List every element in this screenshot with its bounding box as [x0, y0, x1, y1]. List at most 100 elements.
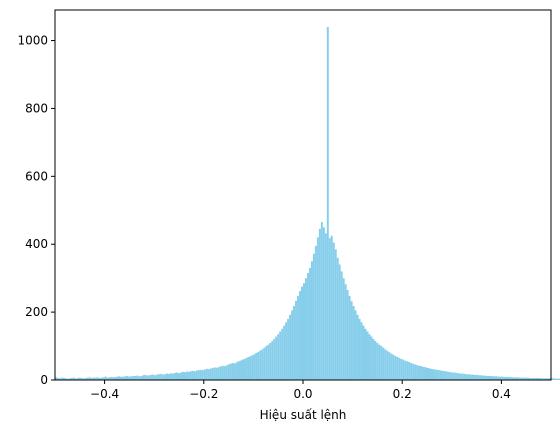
histogram-bar [543, 378, 546, 380]
histogram-bar [386, 350, 389, 380]
histogram-bar [70, 377, 73, 380]
x-axis-label: Hiệu suất lệnh [260, 408, 347, 422]
histogram-bar [515, 377, 518, 380]
histogram-bar [429, 368, 432, 380]
histogram-bar [259, 350, 262, 380]
histogram-bar [396, 356, 399, 380]
histogram-bar [533, 377, 536, 380]
histogram-bar [253, 354, 256, 380]
histogram-bar [205, 368, 208, 380]
histogram-bar [459, 373, 462, 380]
histogram-bar [94, 377, 97, 380]
y-tick-label: 200 [25, 305, 48, 319]
histogram-bar [382, 347, 385, 380]
histogram-bar [299, 291, 302, 380]
histogram-bar [74, 378, 77, 380]
histogram-bar [118, 376, 121, 380]
histogram-bar [497, 376, 500, 380]
histogram-bar [90, 377, 93, 380]
histogram-bar [219, 366, 222, 380]
histogram-bar [306, 273, 309, 380]
histogram-bar [138, 376, 141, 380]
histogram-bar [207, 369, 210, 380]
histogram-bar [257, 351, 260, 380]
histogram-bar [324, 233, 327, 380]
histogram-bar [227, 364, 230, 380]
histogram-bar [265, 346, 268, 380]
histogram-bar [170, 373, 173, 380]
histogram-bar [178, 373, 180, 380]
histogram-bar [471, 374, 474, 380]
y-tick-label: 0 [40, 373, 48, 387]
histogram-bar [176, 372, 178, 380]
histogram-bar [108, 377, 111, 380]
histogram-bar [465, 374, 468, 380]
histogram-bar [80, 377, 83, 380]
histogram-bar [146, 375, 149, 380]
histogram-bar [217, 367, 220, 380]
histogram-bar [66, 378, 69, 380]
histogram-bar [235, 362, 238, 380]
histogram-bar [289, 314, 292, 380]
histogram-bar [344, 284, 347, 380]
histogram-bar [247, 356, 250, 380]
histogram-bar [485, 375, 488, 380]
histogram-bar [491, 376, 494, 380]
histogram-bar [360, 322, 363, 380]
histogram-bar [174, 372, 177, 380]
histogram-bar [150, 374, 153, 380]
histogram-bar [525, 377, 528, 380]
histogram-bar [416, 365, 419, 380]
histogram-bar [199, 369, 202, 380]
histogram-bar [523, 377, 526, 380]
histogram-bar [277, 334, 280, 380]
histogram-bar [370, 336, 373, 380]
histogram-bar [453, 372, 456, 380]
histogram-bar [531, 377, 534, 380]
histogram-bar [310, 261, 313, 380]
x-tick-label: 0.0 [293, 387, 312, 401]
histogram-bar [193, 371, 196, 380]
histogram-bar [414, 364, 417, 380]
histogram-bar [390, 353, 393, 380]
histogram-bar [116, 376, 119, 380]
histogram-bar [183, 372, 186, 380]
histogram-bar [58, 378, 61, 380]
x-tick-label: −0.2 [189, 387, 218, 401]
histogram-bar [314, 245, 317, 380]
histogram-bar [88, 377, 91, 380]
histogram-bar [364, 328, 367, 380]
histogram-bar [503, 376, 506, 380]
histogram-bar [426, 367, 428, 380]
histogram-bar [291, 310, 294, 380]
histogram-bar [552, 378, 555, 380]
histogram-bar [439, 370, 442, 380]
histogram-bar [517, 377, 520, 380]
histogram-bar [469, 374, 472, 380]
histogram-bar [461, 373, 464, 380]
histogram-bar [229, 363, 232, 380]
histogram-bar [225, 365, 228, 380]
histogram-bar [481, 375, 484, 380]
histogram-bar [527, 377, 530, 380]
y-axis-ticks: 0 200 400 600 800 1000 [17, 34, 55, 387]
histogram-bar [346, 290, 349, 380]
histogram-bar [160, 373, 163, 380]
histogram-bar [303, 283, 305, 380]
histogram-bar [154, 375, 157, 380]
histogram-bar [509, 376, 512, 380]
histogram-bar [427, 368, 430, 380]
histogram-bar [342, 278, 345, 380]
histogram-bar [362, 325, 365, 380]
histogram-bar [241, 359, 244, 380]
histogram-bar [551, 378, 553, 380]
histogram-bar [233, 363, 236, 380]
histogram-bar [92, 377, 95, 380]
histogram-bar [221, 365, 224, 380]
histogram-bar [56, 377, 59, 380]
histogram-bar [354, 310, 357, 380]
histogram-bar [308, 267, 311, 380]
histogram-bar [505, 376, 508, 380]
histogram-bar [513, 377, 516, 380]
histogram-bar [267, 344, 270, 380]
